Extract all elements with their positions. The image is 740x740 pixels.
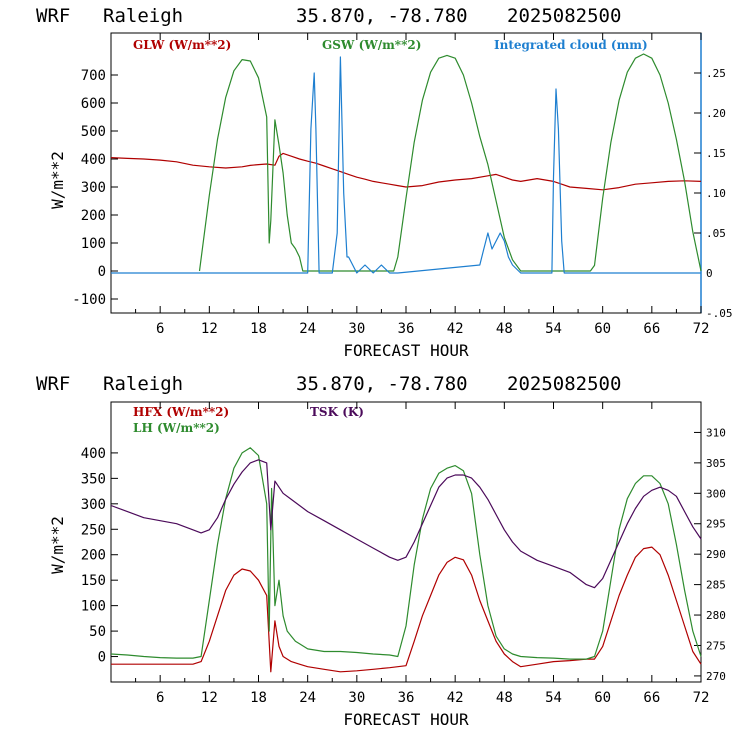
- chart2-x-tick-label: 60: [594, 690, 611, 706]
- chart-2: WRF Raleigh 35.870, -78.780 2025082500 H…: [36, 373, 726, 729]
- chart2-series-lh-line: [110, 447, 702, 660]
- chart1-x-tick-label: 48: [496, 321, 513, 337]
- chart2-y2-ticks: 270 275 280 285 290 295 300 305 310: [694, 426, 726, 683]
- chart1-legend-cloud: Integrated cloud (mm): [494, 38, 648, 52]
- chart1-y-axis-label: W/m**2: [48, 151, 67, 209]
- chart2-series-tsk-line: [110, 459, 702, 589]
- chart1-y-tick-label: 0: [98, 264, 106, 280]
- chart2-x-axis-label: FORECAST HOUR: [343, 710, 469, 729]
- chart2-x-tick-label: 18: [250, 690, 267, 706]
- chart1-x-tick-label: 66: [643, 321, 660, 337]
- chart2-x-tick-label: 30: [348, 690, 365, 706]
- chart1-y-tick-label: 100: [81, 236, 106, 252]
- chart2-header-coords: 35.870, -78.780: [296, 373, 468, 395]
- chart1-legend-gsw: GSW (W/m**2): [322, 38, 421, 52]
- chart2-header-model: WRF: [36, 373, 70, 395]
- chart2-y-tick-label: 200: [81, 548, 106, 564]
- chart2-x-tick-label: 54: [545, 690, 562, 706]
- chart2-y2-tick-label: 300: [706, 487, 726, 500]
- chart1-y-tick-label: -100: [72, 292, 106, 308]
- chart1-series-gsw-line: [198, 53, 702, 272]
- chart1-y-tick-label: 600: [81, 96, 106, 112]
- chart1-x-tick-label: 42: [447, 321, 464, 337]
- chart1-y2-ticks: -.05 0 .05 .10 .15 .20 .25: [694, 67, 733, 320]
- chart2-x-tick-label: 48: [496, 690, 513, 706]
- chart2-legend-tsk: TSK (K): [310, 405, 364, 419]
- chart1-series-glw-line: [110, 152, 702, 191]
- chart1-y-tick-label: 500: [81, 124, 106, 140]
- chart2-legend-lh: LH (W/m**2): [133, 421, 220, 435]
- chart2-y-tick-label: 300: [81, 497, 106, 513]
- chart1-y2-tick-label: -.05: [706, 307, 733, 320]
- chart1-y2-tick-label: .10: [706, 187, 726, 200]
- chart2-y2-tick-label: 285: [706, 579, 726, 592]
- chart2-y2-tick-label: 305: [706, 457, 726, 470]
- chart1-y-tick-label: 200: [81, 208, 106, 224]
- chart2-x-tick-label: 12: [201, 690, 218, 706]
- chart1-y-tick-label: 400: [81, 152, 106, 168]
- chart2-y-tick-label: 0: [98, 650, 106, 666]
- chart2-y-ticks: 0 50 100 150 200 250 300 350 400: [81, 446, 118, 666]
- chart2-y2-tick-label: 295: [706, 518, 726, 531]
- chart2-x-tick-label: 24: [299, 690, 316, 706]
- chart1-series-integrated-line: [111, 56, 701, 274]
- chart1-header-model: WRF: [36, 5, 70, 27]
- chart2-x-tick-label: 42: [447, 690, 464, 706]
- chart1-y-tick-label: 300: [81, 180, 106, 196]
- chart1-header-date: 2025082500: [507, 5, 621, 27]
- chart2-header-date: 2025082500: [507, 373, 621, 395]
- chart2-y2-tick-label: 290: [706, 548, 726, 561]
- chart1-y2-tick-label: .05: [706, 227, 726, 240]
- chart1-x-tick-label: 24: [299, 321, 316, 337]
- chart2-y-tick-label: 400: [81, 446, 106, 462]
- chart1-x-tick-label: 6: [156, 321, 164, 337]
- chart1-x-ticks: 6 12 18 24 30 36 42 48 54 60 66 72: [135, 33, 710, 337]
- chart1-y-tick-label: 700: [81, 68, 106, 84]
- chart2-legend-hfx: HFX (W/m**2): [133, 405, 229, 419]
- chart2-y2-tick-label: 280: [706, 609, 726, 622]
- chart1-x-tick-label: 12: [201, 321, 218, 337]
- chart2-x-ticks: 6 12 18 24 30 36 42 48 54 60 66 72: [135, 402, 710, 706]
- chart1-legend-glw: GLW (W/m**2): [133, 38, 231, 52]
- chart1-header-coords: 35.870, -78.780: [296, 5, 468, 27]
- chart1-y2-tick-label: .20: [706, 107, 726, 120]
- chart2-y2-tick-label: 310: [706, 426, 726, 439]
- chart2-header-site: Raleigh: [103, 373, 183, 395]
- chart2-y-tick-label: 50: [89, 624, 106, 640]
- chart2-y-tick-label: 250: [81, 522, 106, 538]
- chart1-header-site: Raleigh: [103, 5, 183, 27]
- chart2-y-tick-label: 150: [81, 573, 106, 589]
- chart1-x-tick-label: 72: [693, 321, 710, 337]
- chart1-series-lines: [110, 53, 702, 274]
- chart2-x-tick-label: 36: [398, 690, 415, 706]
- chart2-x-tick-label: 6: [156, 690, 164, 706]
- chart2-plot-frame: [110, 401, 702, 683]
- chart1-y-ticks: -100 0 100 200 300 400 500 600 700: [72, 68, 118, 308]
- chart1-x-axis-label: FORECAST HOUR: [343, 341, 469, 360]
- chart1-y2-tick-label: .15: [706, 147, 726, 160]
- chart2-series-lines: [110, 447, 702, 673]
- chart1-x-tick-label: 30: [348, 321, 365, 337]
- chart2-y2-tick-label: 275: [706, 639, 726, 652]
- chart2-x-tick-label: 72: [693, 690, 710, 706]
- chart1-x-tick-label: 54: [545, 321, 562, 337]
- chart2-y-tick-label: 100: [81, 599, 106, 615]
- chart2-x-tick-label: 66: [643, 690, 660, 706]
- chart2-y-tick-label: 350: [81, 471, 106, 487]
- chart1-y2-tick-label: .25: [706, 67, 726, 80]
- chart1-x-tick-label: 18: [250, 321, 267, 337]
- chart2-y2-tick-label: 270: [706, 670, 726, 683]
- chart1-x-tick-label: 60: [594, 321, 611, 337]
- chart1-x-tick-label: 36: [398, 321, 415, 337]
- chart2-series-hfx-line: [111, 546, 702, 673]
- chart1-y2-tick-label: 0: [706, 267, 713, 280]
- chart-1: WRF Raleigh 35.870, -78.780 2025082500 G…: [36, 5, 733, 360]
- chart2-y-axis-label: W/m**2: [48, 516, 67, 574]
